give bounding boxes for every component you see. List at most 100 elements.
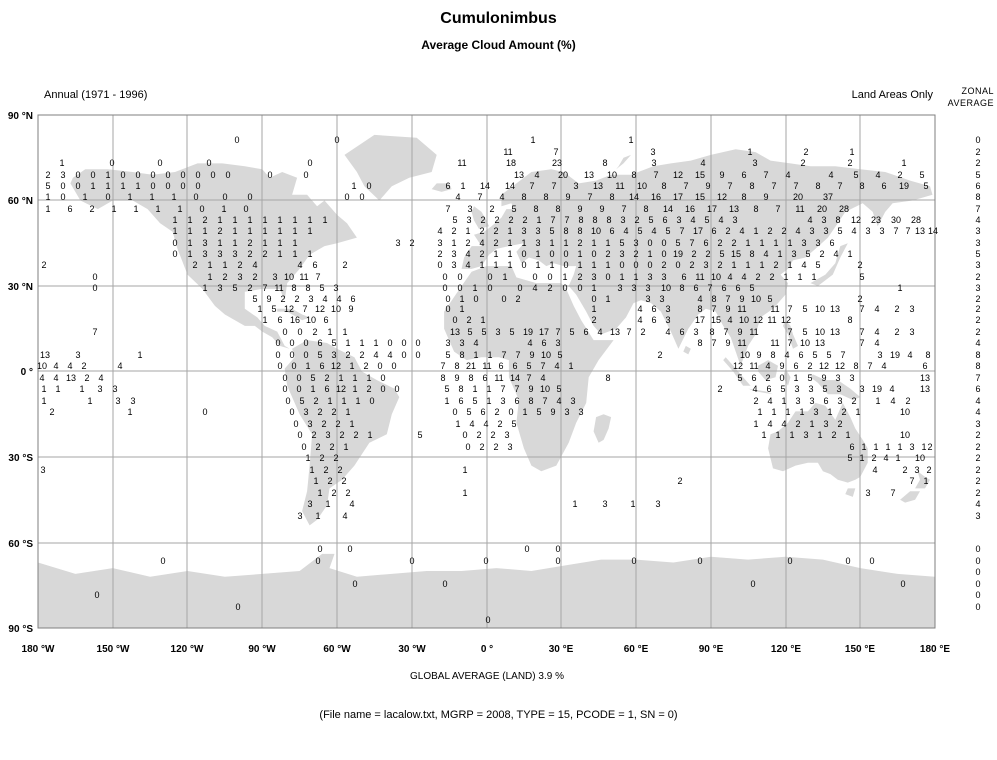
map-value: 1 — [345, 407, 350, 417]
zonal-average-value: 5 — [975, 249, 980, 259]
zonal-average-value: 3 — [975, 260, 980, 270]
map-value: 0 — [591, 294, 596, 304]
map-value: 1 — [322, 215, 327, 225]
map-value: 10 — [661, 283, 671, 293]
map-value: 4 — [455, 192, 460, 202]
map-value: 7 — [653, 170, 658, 180]
map-value: 11 — [767, 315, 776, 325]
map-value: 4 — [554, 361, 559, 371]
map-value: 2 — [677, 476, 682, 486]
map-value: 0 — [291, 361, 296, 371]
zonal-average-value: 2 — [975, 327, 980, 337]
map-value: 0 — [452, 407, 457, 417]
map-value: 0 — [787, 556, 792, 566]
map-value: 0 — [394, 384, 399, 394]
map-value: 0 — [303, 338, 308, 348]
map-value: 1 — [307, 215, 312, 225]
map-value: 3 — [437, 238, 442, 248]
map-value: 0 — [750, 579, 755, 589]
map-value: 0 — [779, 373, 784, 383]
longitude-tick-label: 60 °W — [323, 644, 351, 655]
map-value: 7 — [711, 338, 716, 348]
map-value: 1 — [310, 384, 315, 394]
map-value: 10 — [331, 304, 341, 314]
map-value: 0 — [619, 260, 624, 270]
map-value: 6 — [651, 304, 656, 314]
map-value: 1 — [747, 147, 752, 157]
map-value: 3 — [631, 283, 636, 293]
map-value: 0 — [387, 338, 392, 348]
map-value: 6 — [741, 170, 746, 180]
map-value: 6 — [312, 260, 317, 270]
map-value: 1 — [605, 260, 610, 270]
map-value: 4 — [479, 238, 484, 248]
map-value: 9 — [821, 373, 826, 383]
map-value: 0 — [289, 350, 294, 360]
map-value: 7 — [787, 327, 792, 337]
zonal-average-value: 8 — [975, 361, 980, 371]
map-value: 9 — [528, 384, 533, 394]
zonal-average-value: 3 — [975, 419, 980, 429]
continent-silhouette — [431, 183, 452, 192]
map-value: 0 — [282, 384, 287, 394]
map-value: 2 — [339, 430, 344, 440]
map-value: 2 — [317, 407, 322, 417]
map-value: 4 — [752, 384, 757, 394]
map-value: 10 — [540, 384, 550, 394]
map-value: 0 — [109, 158, 114, 168]
map-value: 0 — [289, 407, 294, 417]
map-value: 2 — [81, 361, 86, 371]
map-value: 2 — [691, 249, 696, 259]
map-value: 10 — [800, 338, 810, 348]
map-value: 3 — [645, 294, 650, 304]
map-value: 9 — [565, 192, 570, 202]
map-value: 1 — [455, 419, 460, 429]
map-value: 1 — [845, 430, 850, 440]
map-value: 4 — [349, 499, 354, 509]
map-value: 1 — [535, 260, 540, 270]
map-value: 5 — [232, 283, 237, 293]
map-value: 5 — [252, 294, 257, 304]
map-value: 8 — [697, 338, 702, 348]
map-value: 8 — [563, 226, 568, 236]
map-value: 4 — [483, 419, 488, 429]
map-value: 0 — [532, 272, 537, 282]
map-value: 1 — [777, 249, 782, 259]
map-value: 17 — [673, 192, 683, 202]
map-value: 1 — [633, 272, 638, 282]
map-value: 1 — [87, 396, 92, 406]
map-value: 13 — [450, 327, 460, 337]
map-value: 0 — [282, 373, 287, 383]
map-value: 0 — [549, 249, 554, 259]
map-value: 7 — [793, 181, 798, 191]
map-value: 8 — [749, 249, 754, 259]
map-value: 19 — [872, 384, 882, 394]
map-value: 6 — [67, 204, 72, 214]
map-value: 1 — [628, 135, 633, 145]
figure-title: Cumulonimbus — [440, 10, 557, 27]
map-value: 2 — [800, 158, 805, 168]
map-value: 1 — [341, 396, 346, 406]
map-value: 8 — [468, 373, 473, 383]
map-value: 0 — [282, 327, 287, 337]
map-value: 0 — [631, 556, 636, 566]
map-value: 16 — [685, 204, 695, 214]
map-value: 2 — [851, 396, 856, 406]
map-value: 0 — [415, 350, 420, 360]
map-value: 4 — [781, 419, 786, 429]
map-value: 1 — [155, 204, 160, 214]
map-value: 2 — [479, 249, 484, 259]
map-value: 2 — [795, 419, 800, 429]
map-value: 23 — [871, 215, 881, 225]
map-value: 3 — [659, 294, 664, 304]
map-value: 2 — [366, 384, 371, 394]
continent-silhouette — [783, 320, 798, 349]
map-value: 4 — [801, 260, 806, 270]
map-value: 1 — [572, 499, 577, 509]
map-value: 0 — [75, 181, 80, 191]
map-value: 1 — [207, 260, 212, 270]
map-value: 4 — [741, 272, 746, 282]
map-value: 4 — [727, 315, 732, 325]
map-value: 7 — [529, 181, 534, 191]
map-value: 9 — [739, 294, 744, 304]
